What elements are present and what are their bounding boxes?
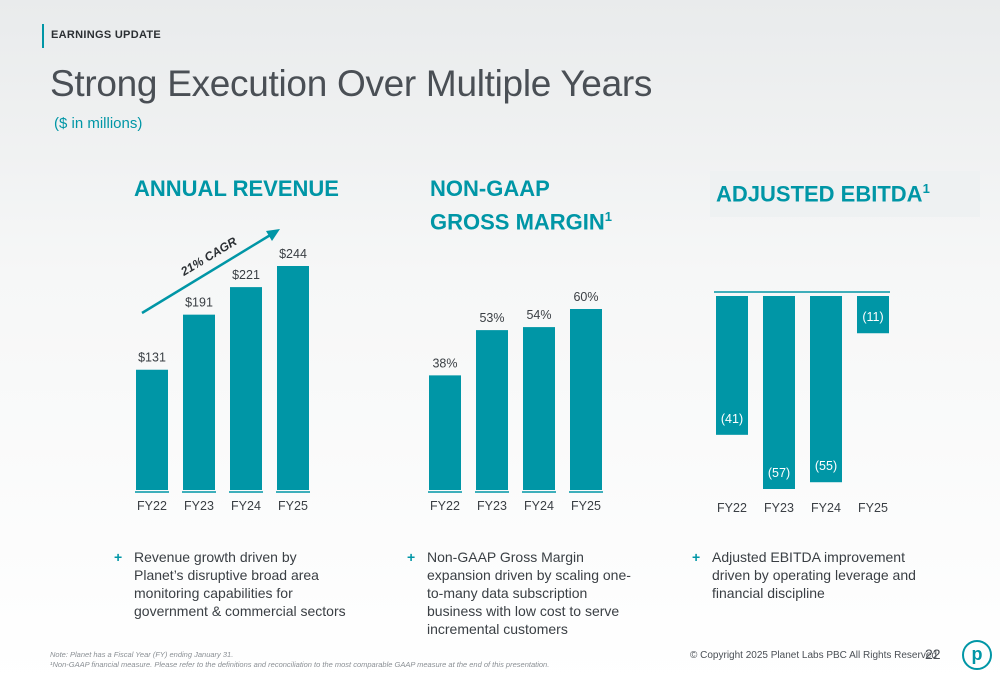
ebitda-title-text: ADJUSTED EBITDA [716, 181, 923, 207]
page-subtitle: ($ in millions) [54, 115, 143, 132]
ebitda-bullet-text: Adjusted EBITDA improvement driven by op… [712, 549, 916, 601]
revenue-title-text: ANNUAL REVENUE [134, 176, 339, 201]
value-label-fy22: $131 [138, 351, 166, 365]
x-tick-label-fy24: FY24 [231, 499, 261, 513]
footnote-fiscal-year: Note: Planet has a Fiscal Year (FY) endi… [50, 650, 234, 659]
bullet-plus-icon: + [114, 549, 123, 565]
value-label-fy24: 54% [526, 308, 551, 322]
page-number: 22 [925, 646, 941, 662]
x-tick-label-fy25: FY25 [858, 501, 888, 515]
bar-fy23 [183, 314, 215, 490]
value-label-fy24: (55) [815, 459, 837, 473]
revenue-bullet: + Revenue growth driven by Planet’s disr… [114, 548, 349, 620]
x-tick-label-fy25: FY25 [278, 499, 308, 513]
x-tick-label-fy25: FY25 [571, 499, 601, 513]
x-tick-label-fy23: FY23 [477, 499, 507, 513]
bar-fy24 [230, 287, 262, 490]
bullet-plus-icon: + [407, 549, 416, 565]
x-tick-label-fy23: FY23 [184, 499, 214, 513]
gross-margin-bullet-text: Non-GAAP Gross Margin expansion driven b… [427, 549, 631, 637]
page-title: Strong Execution Over Multiple Years [50, 63, 653, 104]
value-label-fy22: (41) [721, 412, 743, 426]
copyright-text: © Copyright 2025 Planet Labs PBC All Rig… [690, 650, 937, 661]
bar-fy23 [476, 330, 508, 490]
x-tick-label-fy24: FY24 [524, 499, 554, 513]
bar-fy24 [523, 327, 555, 490]
value-label-fy25: $244 [279, 247, 307, 261]
cagr-arrowhead-icon [266, 229, 280, 241]
x-tick-label-fy23: FY23 [764, 501, 794, 515]
bar-fy23 [763, 296, 795, 489]
gross-margin-bullet: + Non-GAAP Gross Margin expansion driven… [407, 548, 637, 638]
bar-fy22 [136, 369, 168, 490]
bar-fy22 [429, 375, 461, 490]
value-label-fy23: 53% [479, 311, 504, 325]
value-label-fy25: 60% [573, 290, 598, 304]
x-tick-label-fy22: FY22 [430, 499, 460, 513]
ebitda-footnote-mark: 1 [922, 181, 930, 196]
value-label-fy23: $191 [185, 296, 213, 310]
ebitda-chart: (41) FY22 (57) FY23 (55) FY24 (11) FY25 [714, 291, 890, 515]
footnotes: Note: Planet has a Fiscal Year (FY) endi… [50, 650, 549, 670]
cagr-arrow-icon [141, 232, 273, 315]
footnote-non-gaap: ¹Non-GAAP financial measure. Please refe… [50, 660, 550, 669]
x-tick-label-fy22: FY22 [717, 501, 747, 515]
section-eyebrow: EARNINGS UPDATE [42, 24, 161, 48]
bar-fy25 [277, 266, 309, 490]
value-label-fy22: 38% [432, 356, 457, 370]
ebitda-bullet: + Adjusted EBITDA improvement driven by … [692, 548, 942, 602]
gross-margin-title-text: NON-GAAP GROSS MARGIN [430, 176, 605, 235]
planet-logo-icon: p [962, 640, 992, 670]
gross-margin-footnote-mark: 1 [604, 209, 613, 224]
x-tick-label-fy24: FY24 [811, 501, 841, 515]
value-label-fy25: (11) [862, 310, 883, 324]
revenue-panel-title: ANNUAL REVENUE [134, 175, 339, 203]
bar-fy25 [570, 309, 602, 490]
gross-margin-chart: 38% FY22 53% FY23 54% FY24 60% FY25 [428, 290, 603, 513]
x-tick-label-fy22: FY22 [137, 499, 167, 513]
ebitda-panel-title: ADJUSTED EBITDA1 [710, 171, 980, 217]
gross-margin-panel-title: NON-GAAP GROSS MARGIN1 [430, 175, 630, 236]
bullet-plus-icon: + [692, 549, 701, 565]
bar-fy24 [810, 296, 842, 483]
revenue-bullet-text: Revenue growth driven by Planet’s disrup… [134, 549, 346, 619]
bar-fy25 [857, 296, 889, 334]
value-label-fy23: (57) [768, 466, 790, 480]
value-label-fy24: $221 [232, 268, 260, 282]
bar-fy22 [716, 296, 748, 435]
